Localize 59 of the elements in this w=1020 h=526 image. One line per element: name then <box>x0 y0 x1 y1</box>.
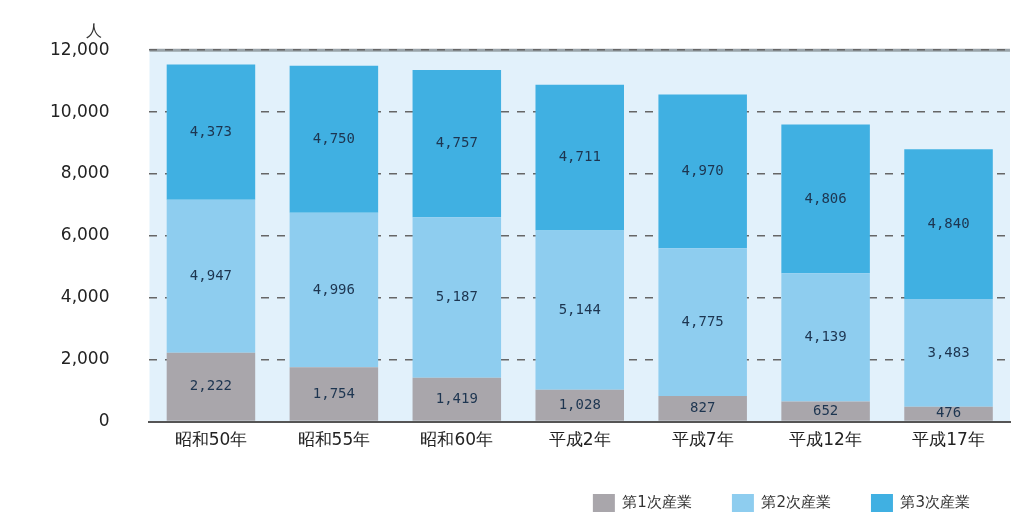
data-label: 1,419 <box>435 389 478 406</box>
y-tick-label: 12,000 <box>50 38 110 59</box>
bar <box>166 352 256 421</box>
legend-label: 第2次産業 <box>761 492 831 511</box>
data-label: 2,222 <box>189 377 233 394</box>
data-label: 827 <box>690 399 716 416</box>
bar <box>412 69 502 218</box>
bar <box>166 199 256 353</box>
bar <box>781 124 870 274</box>
bar <box>289 212 379 368</box>
bar <box>781 401 870 421</box>
data-label: 4,139 <box>804 328 847 345</box>
legend-label: 第1次産業 <box>622 492 692 511</box>
legend-label: 第3次産業 <box>900 492 970 511</box>
x-tick-label: 平成17年 <box>912 429 985 450</box>
x-tick-label: 昭和50年 <box>174 429 248 450</box>
data-label: 1,754 <box>312 384 355 401</box>
x-tick-label: 平成7年 <box>671 429 734 450</box>
data-label: 4,806 <box>804 189 847 206</box>
bar <box>904 299 993 407</box>
data-label: 4,996 <box>312 280 355 297</box>
data-label: 4,750 <box>312 129 355 146</box>
data-label: 4,970 <box>681 161 724 178</box>
data-label: 476 <box>935 404 962 421</box>
bar <box>658 396 747 421</box>
data-label: 4,757 <box>435 134 478 151</box>
data-label: 4,711 <box>558 148 601 165</box>
bar <box>412 217 502 378</box>
bar <box>412 377 502 421</box>
data-label: 3,483 <box>927 343 970 360</box>
data-label: 4,947 <box>189 266 233 283</box>
y-tick-label: 2,000 <box>60 348 110 369</box>
bar <box>535 84 624 231</box>
bar <box>535 230 624 390</box>
y-tick-label: 4,000 <box>60 286 110 307</box>
data-label: 4,775 <box>681 312 724 329</box>
bar <box>658 248 747 396</box>
x-tick-label: 昭和60年 <box>420 429 494 450</box>
y-tick-label: 0 <box>98 410 110 431</box>
bar <box>289 367 379 421</box>
bar <box>166 64 256 200</box>
data-label: 5,187 <box>435 288 478 305</box>
data-label: 4,840 <box>927 214 970 231</box>
data-label: 1,028 <box>558 395 601 412</box>
bar <box>904 149 993 300</box>
x-tick-label: 平成12年 <box>789 429 862 450</box>
bar <box>658 94 747 249</box>
x-tick-label: 平成2年 <box>548 429 611 450</box>
y-axis-title: 人 <box>86 21 103 41</box>
data-label: 5,144 <box>558 300 601 317</box>
bar <box>289 65 379 213</box>
x-tick-label: 昭和55年 <box>297 429 371 450</box>
data-label: 652 <box>812 401 839 418</box>
data-label: 4,373 <box>189 122 233 139</box>
bar <box>535 389 624 421</box>
y-tick-label: 6,000 <box>60 224 110 245</box>
bar <box>781 273 870 402</box>
y-tick-label: 10,000 <box>50 100 110 121</box>
y-tick-label: 8,000 <box>60 162 110 183</box>
